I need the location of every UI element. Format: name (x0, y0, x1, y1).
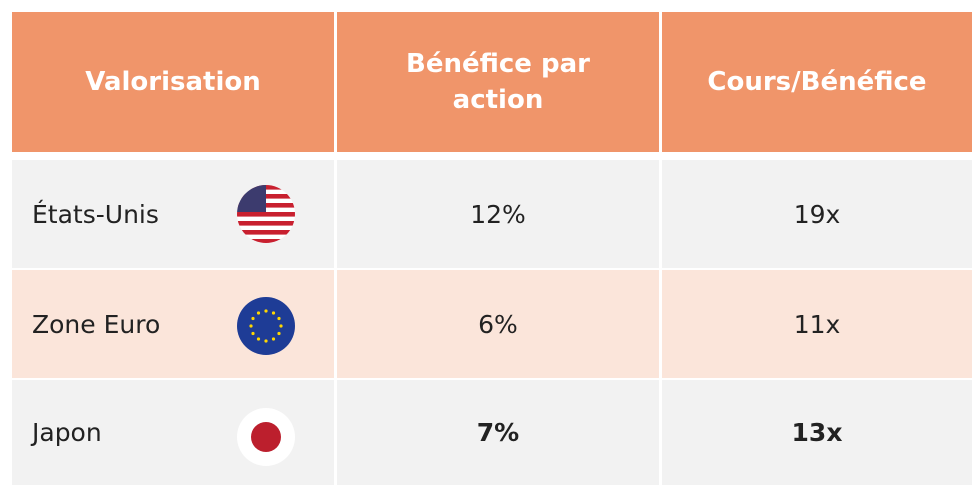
value-cell: 19x (662, 160, 972, 268)
header-cell: Cours/Bénéfice (662, 12, 972, 152)
value-cell: 7% (337, 380, 659, 485)
japan-flag (237, 408, 295, 466)
eu-flag (237, 297, 295, 355)
value-cell: 12% (337, 160, 659, 268)
value-cell: 13x (662, 380, 972, 485)
value-cell: 11x (662, 270, 972, 378)
us-flag (237, 185, 295, 243)
header-cell: Valorisation (12, 12, 334, 152)
country-cell: Zone Euro (12, 270, 334, 378)
header-cell: Bénéfice par action (337, 12, 659, 152)
value-cell: 6% (337, 270, 659, 378)
